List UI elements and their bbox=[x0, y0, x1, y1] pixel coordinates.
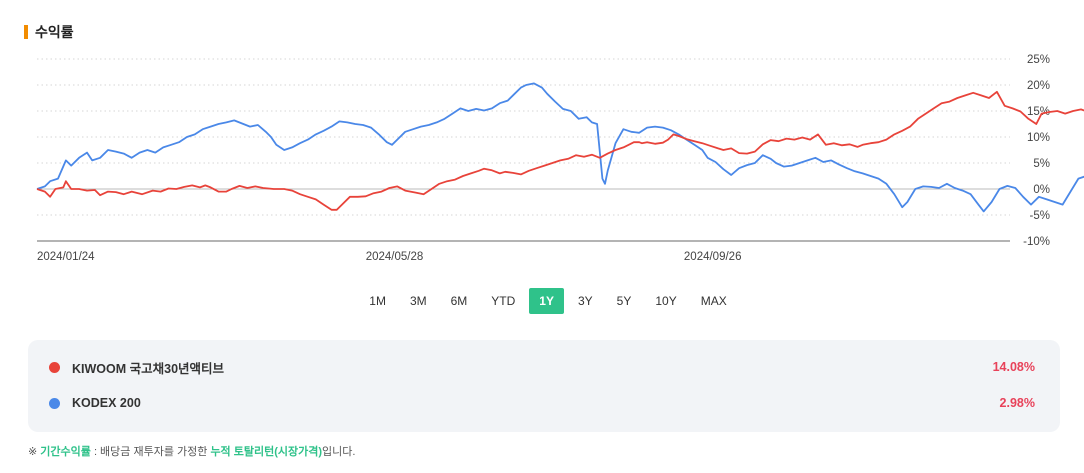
footnote-term: 기간수익률 bbox=[40, 446, 91, 458]
chart-grid bbox=[37, 58, 1010, 242]
series-line-kiwoom bbox=[36, 90, 1084, 211]
legend-row-kodex: KODEX 200 2.98% bbox=[28, 392, 1060, 414]
tab-6m[interactable]: 6M bbox=[450, 294, 468, 308]
section-title-text: 수익률 bbox=[35, 24, 74, 40]
title-marker bbox=[24, 25, 28, 39]
section-title: 수익률 bbox=[24, 22, 74, 42]
footnote-highlight: 누적 토탈리턴(시장가격) bbox=[210, 446, 323, 458]
footnote-prefix: ※ bbox=[28, 446, 41, 458]
legend-value-kiwoom: 14.08% bbox=[992, 360, 1035, 374]
tab-3m[interactable]: 3M bbox=[409, 294, 427, 308]
legend-row-kiwoom: KIWOOM 국고채30년액티브 14.08% bbox=[28, 356, 1060, 378]
return-chart: 25%20%15%10%5%0%-5%-10% 2024/01/24 2024/0… bbox=[36, 54, 1084, 263]
legend-name-kodex: KODEX 200 bbox=[72, 396, 141, 410]
tab-1m[interactable]: 1M bbox=[369, 294, 386, 308]
legend-box: KIWOOM 국고채30년액티브 14.08% KODEX 200 2.98% bbox=[28, 340, 1060, 432]
chart-series bbox=[36, 82, 1084, 213]
tab-max[interactable]: MAX bbox=[700, 294, 727, 308]
y-tick-label: -5% bbox=[1030, 210, 1050, 222]
footnote-middle: : 배당금 재투자를 가정한 bbox=[90, 446, 211, 458]
x-tick-label: 2024/09/26 bbox=[684, 251, 742, 263]
y-axis-ticks: 25% 20% 15% 10% 5% 0% -5% -10% bbox=[1023, 54, 1050, 248]
series-line-kodex bbox=[36, 82, 1084, 213]
tab-1y[interactable]: 1Y bbox=[529, 288, 564, 314]
x-tick-label: 2024/05/28 bbox=[366, 251, 424, 263]
period-tab-list: 1M 3M 6M YTD 1Y 3Y 5Y 10Y MAX bbox=[357, 288, 738, 314]
footnote-suffix: 입니다. bbox=[322, 446, 356, 458]
period-tabs: 1M 3M 6M YTD 1Y 3Y 5Y 10Y MAX bbox=[0, 288, 1084, 314]
legend-name-kiwoom: KIWOOM 국고채30년액티브 bbox=[72, 361, 225, 376]
legend-dot-kiwoom bbox=[49, 361, 60, 373]
tab-10y[interactable]: 10Y bbox=[655, 294, 677, 308]
x-axis-ticks: 2024/01/24 2024/05/28 2024/09/26 bbox=[37, 251, 741, 263]
y-tick-label: 25% bbox=[1027, 54, 1050, 66]
x-tick-label: 2024/01/24 bbox=[37, 251, 95, 263]
legend-dot-kodex bbox=[49, 397, 60, 409]
y-tick-label: 0% bbox=[1033, 184, 1050, 196]
tab-ytd[interactable]: YTD bbox=[491, 294, 516, 308]
tab-3y[interactable]: 3Y bbox=[577, 294, 593, 308]
y-tick-label: -10% bbox=[1023, 236, 1050, 248]
y-tick-label: 10% bbox=[1027, 132, 1050, 144]
footnote: ※ 기간수익률 : 배당금 재투자를 가정한 누적 토탈리턴(시장가격)입니다. bbox=[28, 443, 355, 459]
y-tick-label: 15% bbox=[1027, 106, 1050, 118]
legend-value-kodex: 2.98% bbox=[999, 396, 1035, 410]
tab-5y[interactable]: 5Y bbox=[616, 294, 632, 308]
y-tick-label: 5% bbox=[1033, 158, 1050, 170]
y-tick-label: 20% bbox=[1027, 80, 1050, 92]
